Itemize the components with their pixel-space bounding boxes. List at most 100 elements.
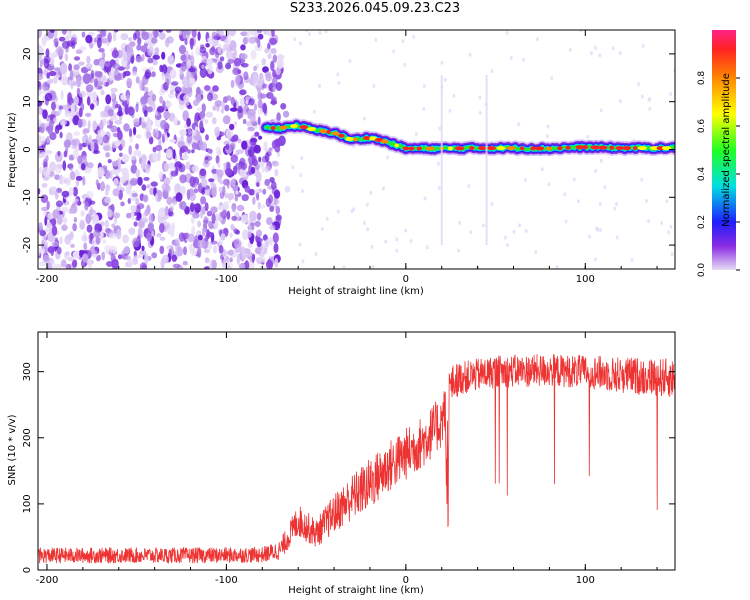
noise-blob [73, 56, 81, 61]
noise-blob [181, 76, 190, 87]
noise-blob [180, 135, 184, 142]
noise-blob [236, 149, 244, 154]
noise-blob [81, 31, 86, 38]
noise-dot [505, 30, 509, 35]
noise-blob [127, 198, 131, 204]
noise-blob [135, 103, 139, 113]
noise-blob [129, 154, 137, 161]
noise-dot [598, 202, 602, 207]
noise-blob [248, 188, 255, 196]
noise-blob [175, 238, 181, 244]
noise-blob [135, 76, 140, 84]
noise-dot [588, 234, 592, 239]
noise-blob [257, 99, 263, 109]
noise-blob [53, 38, 58, 44]
noise-blob [259, 204, 266, 209]
noise-blob [104, 228, 112, 233]
noise-blob [38, 89, 42, 96]
noise-blob [186, 189, 191, 201]
noise-dot [448, 108, 452, 113]
noise-blob [270, 47, 277, 55]
noise-blob [72, 259, 78, 268]
noise-blob [72, 250, 81, 259]
noise-blob [232, 134, 239, 142]
ridge-hotspot [363, 136, 371, 140]
noise-dot [517, 223, 521, 228]
noise-blob [126, 93, 130, 105]
noise-blob [47, 212, 55, 220]
noise-dot [370, 244, 374, 249]
noise-blob [42, 254, 50, 263]
noise-blob [89, 200, 96, 205]
noise-blob [61, 190, 70, 198]
noise-blob [154, 117, 162, 128]
noise-blob [48, 259, 56, 269]
noise-blob [38, 247, 41, 256]
noise-blob [123, 123, 130, 132]
noise-blob [215, 169, 219, 174]
ridge-hotspot [299, 125, 308, 130]
noise-blob [191, 30, 197, 38]
noise-blob [239, 167, 248, 178]
noise-blob [271, 181, 277, 190]
noise-dot [414, 132, 418, 137]
noise-blob [164, 134, 168, 142]
noise-blob [206, 229, 210, 240]
noise-blob [58, 36, 66, 42]
noise-blob [117, 130, 123, 141]
noise-blob [197, 31, 201, 41]
noise-blob [176, 246, 184, 257]
noise-blob [215, 155, 220, 164]
noise-blob [224, 104, 230, 112]
noise-blob [232, 184, 239, 193]
noise-blob [240, 63, 249, 68]
noise-blob [229, 257, 233, 263]
noise-blob [182, 260, 188, 266]
noise-blob [124, 104, 129, 115]
noise-blob [225, 62, 232, 70]
noise-blob [38, 80, 42, 88]
noise-blob [226, 95, 232, 101]
noise-blob [179, 174, 187, 184]
noise-blob [107, 159, 112, 164]
noise-blob [232, 206, 236, 213]
noise-blob [109, 245, 117, 254]
noise-blob [275, 82, 283, 91]
noise-dot [481, 223, 485, 228]
ridge-hotspot [637, 146, 647, 151]
noise-blob [54, 174, 60, 181]
noise-blob [67, 256, 75, 262]
noise-dot [555, 265, 559, 269]
noise-blob [55, 200, 64, 207]
noise-blob [141, 54, 145, 62]
noise-blob [209, 47, 216, 56]
noise-blob [121, 139, 126, 148]
ridge-hotspot [469, 146, 475, 151]
ridge-hotspot [633, 146, 638, 151]
noise-dot [298, 242, 302, 247]
noise-blob [256, 30, 263, 34]
noise-dot [342, 265, 346, 269]
noise-dot [300, 156, 304, 161]
noise-blob [148, 66, 155, 71]
noise-blob [269, 205, 275, 212]
ridge-hotspot [575, 145, 584, 150]
noise-blob [125, 184, 132, 195]
noise-blob [144, 253, 149, 265]
noise-blob [256, 241, 262, 248]
noise-dot [301, 189, 304, 194]
noise-blob [49, 53, 55, 60]
ridge-hotspot [454, 146, 465, 151]
noise-blob [40, 151, 48, 158]
noise-blob [226, 179, 230, 189]
noise-dot [611, 46, 615, 51]
noise-dot [305, 30, 308, 33]
top-x-label: Height of straight line (km) [288, 286, 424, 297]
noise-blob [210, 181, 215, 187]
noise-dot [478, 110, 482, 115]
noise-dot [490, 69, 494, 74]
noise-blob [117, 254, 123, 260]
noise-dot [467, 184, 471, 188]
noise-blob [245, 99, 249, 105]
noise-blob [64, 235, 72, 245]
